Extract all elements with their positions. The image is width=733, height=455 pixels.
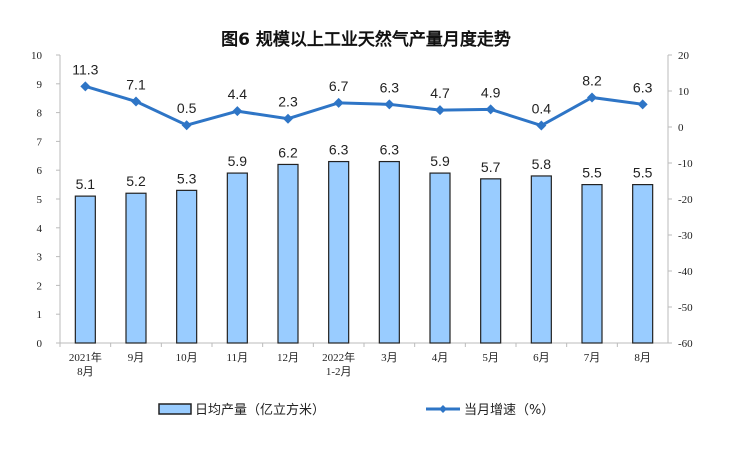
bar-data-label: 6.3 <box>329 142 349 158</box>
x-tick-label: 1-2月 <box>326 366 352 378</box>
x-tick-label: 11月 <box>227 352 249 364</box>
x-tick-label: 2021年 <box>69 350 102 364</box>
line-data-label: 4.4 <box>228 86 248 102</box>
x-tick-label: 3月 <box>381 352 398 364</box>
line-data-label: 4.7 <box>430 85 450 101</box>
left-tick-label: 5 <box>37 194 43 206</box>
x-tick-label: 7月 <box>584 352 601 364</box>
line-point <box>384 99 395 110</box>
left-tick-label: 6 <box>37 165 43 177</box>
bar-data-label: 5.9 <box>228 153 248 169</box>
line-point <box>283 113 293 124</box>
line-data-label: 6.3 <box>380 79 400 95</box>
bar <box>125 192 147 344</box>
x-tick-label: 4月 <box>432 352 449 364</box>
bar <box>632 184 654 344</box>
line-data-label: 2.3 <box>278 94 298 110</box>
right-tick-label: -50 <box>678 302 693 314</box>
bar-data-label: 5.5 <box>633 165 653 181</box>
line-point <box>536 120 547 131</box>
bar-data-label: 5.9 <box>430 153 450 169</box>
x-tick-label: 12月 <box>277 352 299 364</box>
legend-line-label: 当月增速（%） <box>464 403 554 418</box>
x-tick-label: 2022年 <box>322 350 355 364</box>
right-tick-label: -60 <box>678 338 693 350</box>
left-tick-label: 4 <box>37 223 43 235</box>
bar <box>328 160 350 344</box>
bar <box>429 172 451 344</box>
right-tick-label: -20 <box>678 194 693 206</box>
line-data-label: 6.7 <box>329 78 349 94</box>
line-point <box>587 92 597 103</box>
bar <box>581 184 603 344</box>
line-point <box>485 104 496 115</box>
left-tick-label: 9 <box>37 79 43 91</box>
x-tick-label: 8月 <box>634 352 651 364</box>
x-tick-label: 9月 <box>128 352 145 364</box>
chart-title: 图6 规模以上工业天然气产量月度走势 <box>221 29 511 50</box>
bar-data-label: 6.2 <box>278 144 298 160</box>
bar-data-label: 5.7 <box>481 159 501 175</box>
bar-data-label: 5.1 <box>76 176 96 192</box>
line-data-label: 8.2 <box>582 72 602 88</box>
bar-data-label: 5.5 <box>582 165 602 181</box>
bar <box>480 178 502 344</box>
line-point <box>80 81 91 92</box>
bar <box>176 189 198 344</box>
line-point <box>232 106 243 117</box>
line-point <box>333 97 344 108</box>
line-point <box>637 99 648 110</box>
line-data-label: 11.3 <box>72 61 98 77</box>
right-tick-label: 0 <box>678 122 684 134</box>
line-data-label: 6.3 <box>633 79 653 95</box>
left-tick-label: 7 <box>37 136 43 148</box>
line-data-label: 7.1 <box>126 76 146 92</box>
line-point <box>131 96 141 107</box>
bar-data-label: 5.8 <box>532 156 552 172</box>
bar <box>378 160 400 344</box>
line-point <box>181 120 192 131</box>
left-tick-label: 1 <box>37 309 43 321</box>
line-data-label: 0.5 <box>177 100 197 116</box>
line-point <box>435 105 445 116</box>
bar <box>226 172 248 344</box>
x-tick-label: 5月 <box>482 352 499 364</box>
line-data-label: 4.9 <box>481 84 501 100</box>
growth-line <box>84 84 643 128</box>
left-tick-label: 10 <box>31 50 43 62</box>
left-tick-label: 8 <box>37 108 43 120</box>
bar <box>530 175 552 344</box>
right-tick-label: 20 <box>678 50 690 62</box>
bar-data-label: 5.2 <box>126 173 146 189</box>
x-tick-label: 6月 <box>533 352 550 364</box>
left-tick-label: 3 <box>37 252 43 264</box>
bar <box>277 163 299 344</box>
right-tick-label: 10 <box>678 86 690 98</box>
left-tick-label: 2 <box>37 280 43 292</box>
left-tick-label: 0 <box>37 338 43 350</box>
bar <box>74 195 96 344</box>
legend-bar-label: 日均产量（亿立方米） <box>195 402 325 418</box>
right-tick-label: -30 <box>678 230 693 242</box>
bar-data-label: 6.3 <box>380 142 400 158</box>
right-tick-label: -10 <box>678 158 693 170</box>
x-tick-label: 10月 <box>176 352 198 364</box>
x-tick-label: 8月 <box>77 366 94 378</box>
right-tick-label: -40 <box>678 266 693 278</box>
legend-bar-swatch <box>158 403 192 415</box>
bar-data-label: 5.3 <box>177 170 197 186</box>
line-data-label: 0.4 <box>532 101 552 117</box>
legend-line-marker <box>439 405 447 413</box>
